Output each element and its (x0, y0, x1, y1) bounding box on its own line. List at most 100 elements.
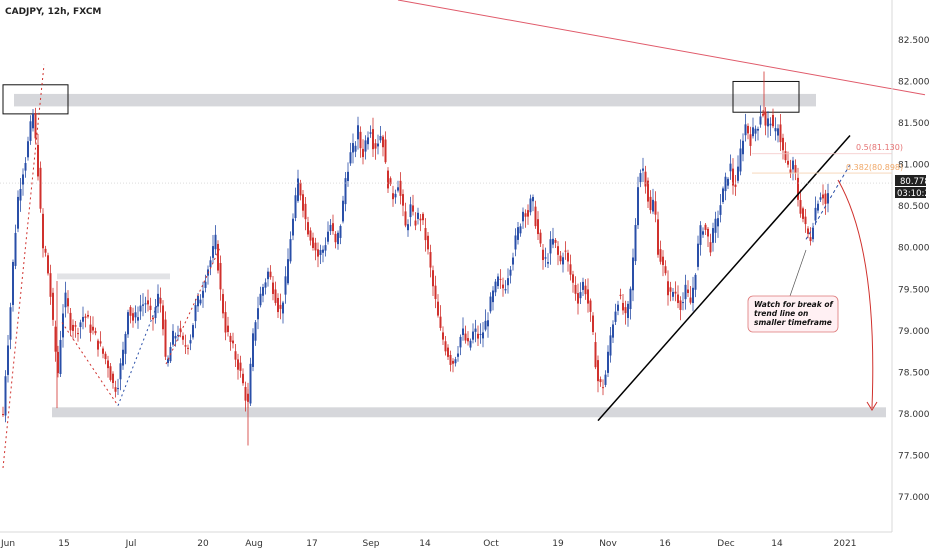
candle-body (502, 284, 504, 289)
candle-body (182, 335, 184, 340)
candle-body (299, 182, 302, 196)
candle-body (447, 347, 449, 357)
candle-body (184, 345, 187, 347)
candle-body (359, 131, 362, 149)
annotation-line: Watch for break of (754, 300, 834, 309)
candle-body (257, 308, 259, 320)
candle-body (569, 264, 572, 275)
candle-body (762, 113, 764, 116)
candle-body (487, 320, 489, 327)
candle-body (234, 351, 237, 360)
candle-body (677, 294, 679, 303)
candle-body (372, 129, 374, 150)
candle-body (489, 296, 492, 312)
candle-body (747, 125, 749, 134)
candle-body (227, 325, 229, 333)
zones-layer (2, 80, 886, 418)
candle-body (199, 299, 202, 304)
candle-body (402, 194, 404, 206)
candle-body (824, 193, 827, 204)
candle-body (517, 227, 519, 240)
candle-body (799, 200, 802, 214)
candle-body (722, 188, 724, 202)
candle-body (817, 203, 819, 211)
candle-body (537, 219, 539, 235)
projection-arrowhead (866, 401, 878, 411)
candle-body (589, 300, 592, 312)
x-tick-label: 20 (197, 539, 209, 549)
candle-body (109, 366, 112, 380)
candle-body (222, 294, 224, 314)
candle-body (592, 315, 594, 333)
x-tick-label: Oct (483, 539, 499, 549)
candle-body (422, 213, 424, 221)
candle-body (14, 232, 17, 266)
candle-body (519, 226, 522, 234)
candle-body (822, 194, 824, 199)
candle-body (562, 257, 564, 265)
candle-body (627, 303, 629, 318)
candle-body (17, 196, 19, 229)
x-axis-ticks: Jun 15 Jul 20 Aug 17 Sep 14 Oct 19 Nov 16 Dec 14 2021 (0, 539, 856, 549)
candle-body (89, 324, 92, 333)
candle-body (554, 239, 557, 243)
candle-body (462, 328, 464, 336)
candle-body (694, 274, 697, 290)
candle-body (9, 307, 12, 340)
countdown-label: 03:10:23 (897, 189, 932, 199)
candle-body (137, 317, 139, 321)
x-tick-label: Sep (363, 539, 380, 549)
candle-body (442, 332, 444, 340)
chart-title: CADJPY, 12h, FXCM (5, 7, 101, 17)
candle-body (19, 188, 22, 201)
candle-body (524, 213, 527, 217)
candle-body (254, 322, 257, 341)
y-tick-label: 77.000 (898, 493, 930, 503)
candle-body (622, 302, 624, 311)
candle-body (404, 211, 407, 226)
candle-body (539, 232, 542, 244)
candle-body (127, 312, 129, 335)
dashed-up-1 (117, 297, 161, 406)
candle-body (62, 313, 64, 338)
candle-body (507, 278, 509, 286)
candle-body (162, 305, 164, 330)
candle-body (439, 316, 442, 328)
y-tick-label: 80.000 (898, 244, 930, 254)
candle-body (434, 285, 437, 300)
candle-body (374, 143, 377, 149)
candle-body (812, 227, 814, 240)
candle-body (229, 335, 232, 343)
candle-body (304, 203, 307, 220)
candle-body (179, 328, 182, 332)
candle-body (732, 168, 734, 186)
candle-body (39, 167, 42, 209)
candle-body (84, 316, 87, 318)
candle-body (307, 222, 309, 235)
candle-body (219, 262, 222, 290)
candle-body (202, 290, 204, 298)
support-zone (52, 407, 886, 418)
candle-body (154, 307, 157, 319)
candle-body (612, 324, 614, 338)
x-tick-label: 16 (659, 539, 671, 549)
candle-body (397, 187, 399, 191)
annotation-line: trend line on (754, 309, 808, 318)
candle-body (667, 281, 669, 296)
candle-body (294, 195, 297, 219)
candle-body (449, 354, 452, 365)
candle-body (147, 300, 149, 305)
candle-body (309, 230, 312, 241)
candle-body (504, 289, 507, 291)
candle-body (87, 314, 89, 317)
x-tick-label: 15 (58, 539, 69, 549)
candle-body (212, 246, 214, 258)
fib-label-0-5: 0.5(81.130) (856, 143, 903, 152)
x-tick-label: 19 (552, 539, 564, 549)
candle-body (759, 116, 762, 125)
resistance-zone (14, 93, 816, 107)
candle-body (544, 257, 547, 259)
candle-body (72, 324, 74, 331)
candle-body (382, 136, 384, 148)
candle-body (194, 305, 197, 322)
